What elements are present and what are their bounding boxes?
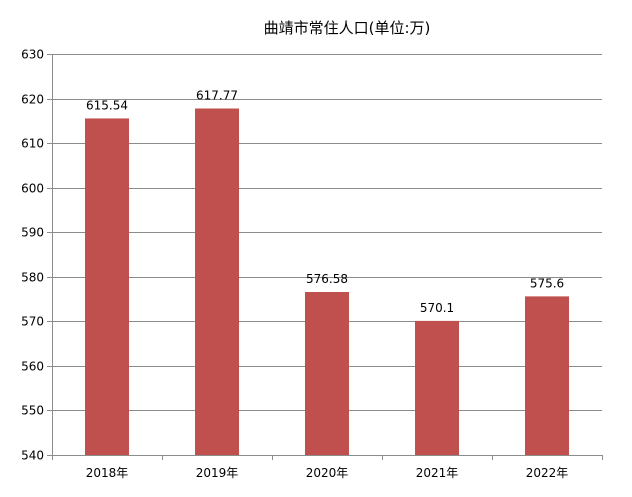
axes: 540 550 560 570 580 590 600 610 620 630 2018年 2019年… <box>21 48 603 480</box>
gridlines <box>52 54 602 456</box>
x-tick-label: 2020年 <box>306 466 349 480</box>
data-label: 575.6 <box>530 276 564 290</box>
y-tick-label: 540 <box>21 449 44 463</box>
bar <box>195 108 239 455</box>
bars <box>85 108 569 455</box>
y-tick-label: 590 <box>21 226 44 240</box>
bar <box>525 296 569 455</box>
data-label: 617.77 <box>196 88 238 102</box>
y-tick-label: 560 <box>21 360 44 374</box>
y-tick-label: 620 <box>21 93 44 107</box>
y-tick-label: 630 <box>21 48 44 62</box>
y-tick-label: 550 <box>21 404 44 418</box>
data-label: 576.58 <box>306 272 348 286</box>
x-tick-label: 2018年 <box>86 466 129 480</box>
bar <box>305 292 349 455</box>
bar <box>415 320 459 455</box>
x-tick-label: 2019年 <box>196 466 239 480</box>
data-label: 615.54 <box>86 98 128 112</box>
y-tick-label: 600 <box>21 182 44 196</box>
x-tick-label: 2021年 <box>416 466 459 480</box>
x-tick-label: 2022年 <box>526 466 569 480</box>
chart-title: 曲靖市常住人口(单位:万) <box>264 19 431 37</box>
y-tick-label: 580 <box>21 271 44 285</box>
data-label: 570.1 <box>420 301 454 315</box>
y-tick-label: 570 <box>21 315 44 329</box>
y-tick-label: 610 <box>21 137 44 151</box>
bar <box>85 118 129 455</box>
data-labels: 615.54 617.77 576.58 570.1 575.6 <box>86 88 564 314</box>
